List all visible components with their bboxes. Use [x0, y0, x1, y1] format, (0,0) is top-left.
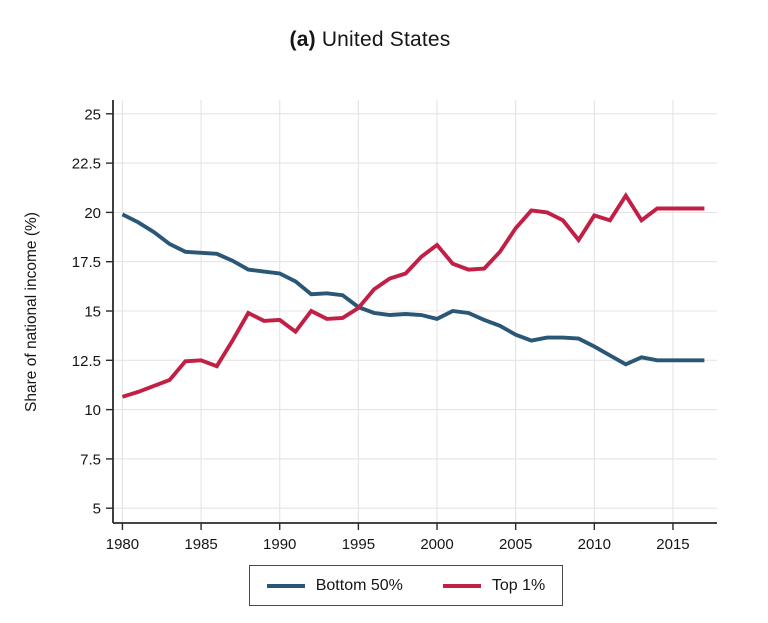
x-tick-label: 1995	[342, 536, 375, 553]
x-tick-label: 2000	[420, 536, 453, 553]
x-tick-label: 2010	[578, 536, 611, 553]
legend-label-bottom-50: Bottom 50%	[315, 576, 403, 594]
chart-title-text: United States	[321, 28, 451, 51]
x-tick-label: 2015	[656, 536, 689, 553]
legend-swatch-bottom-50	[266, 583, 305, 588]
series-line-top-1-	[121, 191, 705, 399]
y-tick-label: 17.5	[72, 254, 101, 271]
y-tick-label: 15	[84, 304, 101, 321]
y-tick-label: 20	[84, 205, 101, 222]
y-axis-title: Share of national income (%)	[23, 212, 40, 412]
legend-item-bottom-50: Bottom 50%	[266, 576, 403, 595]
chart-title-prefix: (a)	[289, 28, 316, 51]
legend-label-top-1: Top 1%	[491, 576, 546, 594]
legend: Bottom 50% Top 1%	[249, 565, 563, 606]
y-tick-label: 25	[84, 106, 101, 123]
x-tick-label: 1990	[263, 536, 296, 553]
x-tick-label: 1985	[184, 536, 217, 553]
x-tick-label: 2005	[499, 536, 532, 553]
legend-item-top-1: Top 1%	[442, 576, 546, 595]
y-tick-label: 22.5	[72, 156, 101, 173]
series-line-bottom-50-	[121, 212, 705, 367]
y-tick-label: 7.5	[80, 451, 101, 468]
legend-swatch-top-1	[442, 583, 481, 588]
y-tick-label: 5	[93, 501, 101, 518]
y-tick-label: 10	[84, 402, 101, 419]
x-tick-label: 1980	[106, 536, 139, 553]
y-tick-label: 12.5	[72, 353, 101, 370]
chart-title: (a) United States	[0, 28, 740, 52]
